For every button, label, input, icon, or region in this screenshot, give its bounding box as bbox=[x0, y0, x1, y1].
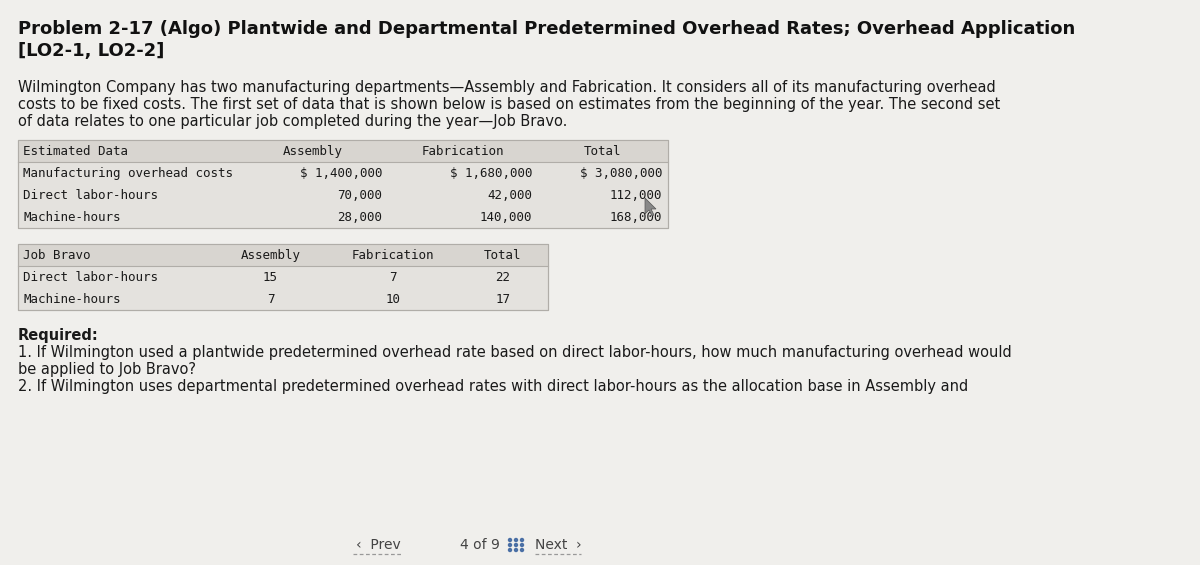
Text: 4 of 9: 4 of 9 bbox=[460, 538, 500, 552]
Circle shape bbox=[515, 549, 517, 551]
Text: 140,000: 140,000 bbox=[480, 211, 532, 224]
Text: 17: 17 bbox=[496, 293, 510, 306]
Text: ‹  Prev: ‹ Prev bbox=[355, 538, 401, 552]
Polygon shape bbox=[646, 198, 656, 216]
Text: 112,000: 112,000 bbox=[610, 189, 662, 202]
Text: 28,000: 28,000 bbox=[337, 211, 382, 224]
Text: Machine-hours: Machine-hours bbox=[23, 211, 120, 224]
Text: Job Bravo: Job Bravo bbox=[23, 249, 90, 262]
Text: Total: Total bbox=[485, 249, 522, 262]
Circle shape bbox=[515, 544, 517, 546]
Text: 22: 22 bbox=[496, 271, 510, 284]
Text: $ 1,680,000: $ 1,680,000 bbox=[450, 167, 532, 180]
Text: Wilmington Company has two manufacturing departments—Assembly and Fabrication. I: Wilmington Company has two manufacturing… bbox=[18, 80, 996, 95]
Text: Fabrication: Fabrication bbox=[421, 145, 504, 158]
Text: Manufacturing overhead costs: Manufacturing overhead costs bbox=[23, 167, 233, 180]
Text: $ 3,080,000: $ 3,080,000 bbox=[580, 167, 662, 180]
Text: Assembly: Assembly bbox=[240, 249, 300, 262]
Text: 7: 7 bbox=[389, 271, 397, 284]
Text: Fabrication: Fabrication bbox=[352, 249, 434, 262]
Text: Machine-hours: Machine-hours bbox=[23, 293, 120, 306]
Text: Estimated Data: Estimated Data bbox=[23, 145, 128, 158]
Text: costs to be fixed costs. The first set of data that is shown below is based on e: costs to be fixed costs. The first set o… bbox=[18, 97, 1001, 112]
Text: Problem 2-17 (Algo) Plantwide and Departmental Predetermined Overhead Rates; Ove: Problem 2-17 (Algo) Plantwide and Depart… bbox=[18, 20, 1075, 38]
Text: 10: 10 bbox=[385, 293, 401, 306]
Text: be applied to Job Bravo?: be applied to Job Bravo? bbox=[18, 362, 196, 377]
FancyBboxPatch shape bbox=[18, 244, 548, 266]
Text: $ 1,400,000: $ 1,400,000 bbox=[300, 167, 382, 180]
Circle shape bbox=[509, 549, 511, 551]
Text: 1. If Wilmington used a plantwide predetermined overhead rate based on direct la: 1. If Wilmington used a plantwide predet… bbox=[18, 345, 1012, 360]
Text: Required:: Required: bbox=[18, 328, 98, 343]
Text: 42,000: 42,000 bbox=[487, 189, 532, 202]
FancyBboxPatch shape bbox=[18, 244, 548, 310]
Circle shape bbox=[515, 538, 517, 541]
Text: 168,000: 168,000 bbox=[610, 211, 662, 224]
FancyBboxPatch shape bbox=[18, 140, 668, 228]
Text: 7: 7 bbox=[266, 293, 275, 306]
Circle shape bbox=[509, 538, 511, 541]
Circle shape bbox=[521, 549, 523, 551]
Text: Direct labor-hours: Direct labor-hours bbox=[23, 189, 158, 202]
Circle shape bbox=[521, 544, 523, 546]
Text: Next  ›: Next › bbox=[535, 538, 581, 552]
Text: 15: 15 bbox=[263, 271, 278, 284]
Text: 70,000: 70,000 bbox=[337, 189, 382, 202]
FancyBboxPatch shape bbox=[18, 140, 668, 162]
Circle shape bbox=[521, 538, 523, 541]
Text: of data relates to one particular job completed during the year—Job Bravo.: of data relates to one particular job co… bbox=[18, 114, 568, 129]
Text: Total: Total bbox=[584, 145, 622, 158]
Text: 2. If Wilmington uses departmental predetermined overhead rates with direct labo: 2. If Wilmington uses departmental prede… bbox=[18, 379, 968, 394]
Text: Assembly: Assembly bbox=[283, 145, 343, 158]
Circle shape bbox=[509, 544, 511, 546]
Text: [LO2-1, LO2-2]: [LO2-1, LO2-2] bbox=[18, 42, 164, 60]
Text: Direct labor-hours: Direct labor-hours bbox=[23, 271, 158, 284]
